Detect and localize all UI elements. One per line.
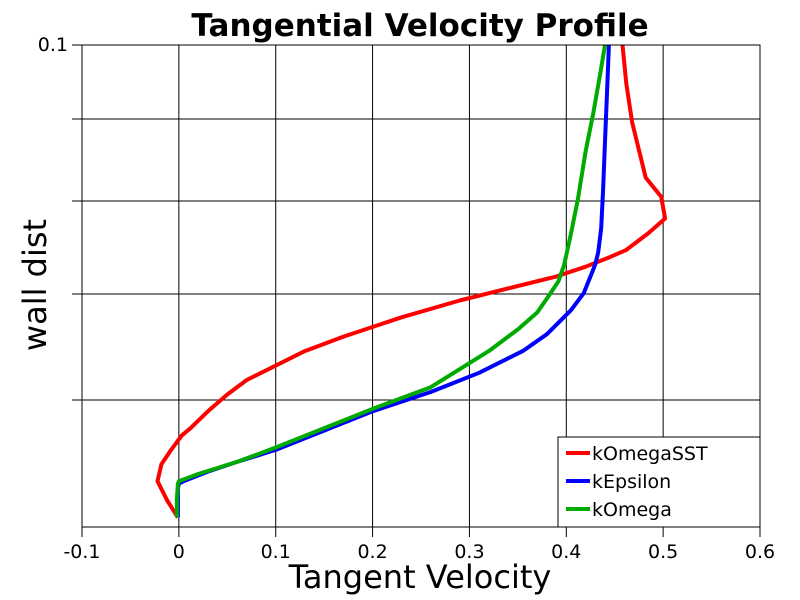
x-tick-label: 0.4 [551, 541, 581, 563]
x-tick-label: 0.2 [357, 541, 387, 563]
legend-label: kOmega [592, 499, 672, 521]
y-axis-label: wall dist [16, 219, 54, 351]
x-tick-label: 0 [173, 541, 185, 563]
series-line-kOmegaSST [155, 45, 668, 519]
grid-lines [72, 45, 760, 527]
x-axis-ticks: -0.1 0 0.1 0.2 0.3 0.4 0.5 0.6 [63, 527, 775, 563]
x-tick-label: 0.6 [745, 541, 775, 563]
legend-box [557, 436, 761, 528]
plot-frame [81, 44, 761, 528]
legend: kOmegaSST kEpsilon kOmega [557, 436, 761, 528]
y-axis-ticks: 0.1 [38, 34, 82, 56]
x-axis-label: Tangent Velocity [288, 558, 552, 596]
legend-label: kEpsilon [592, 471, 671, 493]
chart-title: Tangential Velocity Profile [191, 8, 648, 44]
plot-area [155, 45, 668, 519]
x-tick-label: -0.1 [63, 541, 100, 563]
y-tick-label: 0.1 [38, 34, 68, 56]
x-tick-label: 0.1 [261, 541, 291, 563]
x-tick-label: 0.5 [648, 541, 678, 563]
series-line-kOmega [174, 45, 607, 518]
legend-label: kOmegaSST [592, 443, 708, 465]
x-tick-label: 0.3 [454, 541, 484, 563]
